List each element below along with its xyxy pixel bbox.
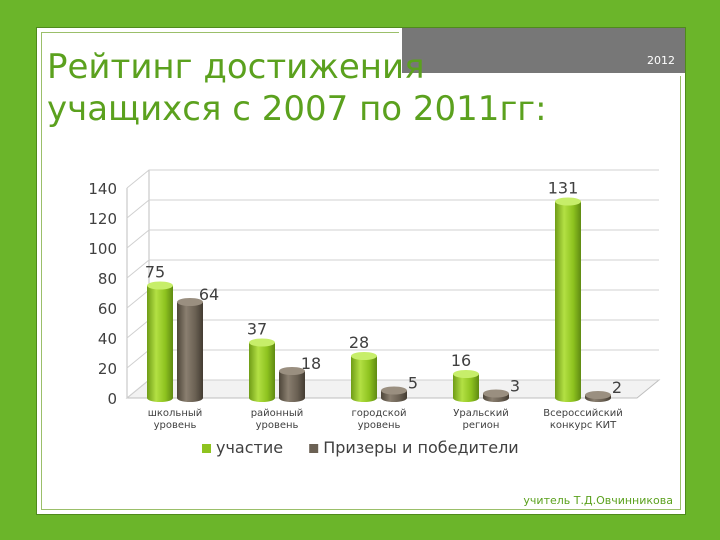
x-tick-label: Всероссийский конкурс КИТ xyxy=(543,408,623,431)
chart-legend: участие Призеры и победители xyxy=(202,438,519,457)
bar-base xyxy=(147,394,173,402)
bar-group xyxy=(177,298,203,402)
slide: 2012 Рейтинг достижения учащихся с 2007 … xyxy=(36,27,686,515)
x-tick-label-line: городской xyxy=(352,408,407,419)
y-tick-label: 100 xyxy=(88,240,117,258)
year-tab: 2012 xyxy=(399,28,685,76)
y-tick-label: 40 xyxy=(98,330,117,348)
bar-top xyxy=(147,281,173,290)
data-label: 18 xyxy=(301,354,321,373)
bar-base xyxy=(555,394,581,402)
data-label: 131 xyxy=(548,179,579,198)
bar-group xyxy=(555,197,581,402)
bar-group xyxy=(381,386,407,402)
gridline xyxy=(126,169,659,189)
x-tick-label-line: уровень xyxy=(154,420,197,431)
y-axis-ticks: 0 20 40 60 80 100 120 140 xyxy=(88,180,117,408)
bar-group xyxy=(249,338,275,402)
gridline xyxy=(126,199,659,219)
bar-top xyxy=(453,370,479,378)
data-label: 64 xyxy=(199,285,219,304)
bar xyxy=(555,201,581,398)
bar-top xyxy=(585,391,611,399)
data-label: 2 xyxy=(612,378,622,397)
bar-base xyxy=(381,394,407,402)
year-label: 2012 xyxy=(647,54,675,67)
gridline xyxy=(126,259,659,279)
x-tick-label: Уральский регион xyxy=(453,408,508,431)
title-line-2: учащихся с 2007 по 2011гг: xyxy=(47,89,547,129)
data-label: 75 xyxy=(145,263,165,282)
x-tick-label: районный уровень xyxy=(251,408,304,431)
y-tick-label: 0 xyxy=(107,390,117,408)
bar-top xyxy=(177,298,203,306)
bar-top xyxy=(381,386,407,395)
bar-top xyxy=(351,352,377,360)
y-tick-label: 140 xyxy=(88,180,117,198)
bar xyxy=(279,371,305,398)
bar-base xyxy=(249,394,275,402)
x-tick-label-line: регион xyxy=(463,420,500,431)
data-label: 3 xyxy=(510,377,520,396)
bar-group xyxy=(147,281,173,402)
bar xyxy=(249,342,275,398)
bar-group xyxy=(279,367,305,402)
x-tick-label-line: Уральский xyxy=(453,408,508,419)
bar-chart: 0 20 40 60 80 100 120 140 75 64 37 18 28 5 16 3 131 2 шк… xyxy=(88,169,661,457)
legend-label: Призеры и победители xyxy=(323,438,519,457)
bar-top xyxy=(555,197,581,206)
bar-top xyxy=(483,389,509,398)
x-tick-label-line: районный xyxy=(251,408,304,419)
legend-swatch xyxy=(202,444,211,453)
data-label: 16 xyxy=(451,351,471,370)
bar-base xyxy=(453,394,479,402)
x-tick-label-line: уровень xyxy=(358,420,401,431)
author-footer: учитель Т.Д.Овчинникова xyxy=(523,494,673,507)
data-label: 28 xyxy=(349,333,369,352)
bar-group xyxy=(351,352,377,402)
bar-base xyxy=(351,394,377,402)
bar-top xyxy=(279,367,305,375)
legend-label: участие xyxy=(216,438,283,457)
bar xyxy=(147,285,173,398)
y-tick-label: 120 xyxy=(88,210,117,228)
chart-bars: 75 64 37 18 28 5 16 3 131 2 xyxy=(145,179,622,402)
x-tick-label-line: школьный xyxy=(148,408,203,419)
bar xyxy=(177,302,203,398)
bar-top xyxy=(249,338,275,347)
y-tick-label: 60 xyxy=(98,300,117,318)
x-tick-label: школьный уровень xyxy=(148,408,203,431)
title-line-1: Рейтинг достижения xyxy=(47,47,425,87)
data-label: 5 xyxy=(408,374,418,393)
y-tick-label: 20 xyxy=(98,360,117,378)
bar-base xyxy=(279,394,305,402)
x-tick-label-line: уровень xyxy=(256,420,299,431)
bar-base xyxy=(177,394,203,402)
legend-swatch xyxy=(309,444,319,453)
x-tick-label: городской уровень xyxy=(352,408,407,431)
x-tick-label-line: Всероссийский xyxy=(543,408,623,419)
y-tick-label: 80 xyxy=(98,270,117,288)
bar-group xyxy=(585,391,611,402)
gridline xyxy=(126,229,659,249)
x-tick-label-line: конкурс КИТ xyxy=(550,420,617,431)
bar xyxy=(351,356,377,398)
bar-group xyxy=(483,389,509,402)
data-label: 37 xyxy=(247,320,267,339)
slide-title: Рейтинг достижения учащихся с 2007 по 20… xyxy=(47,46,647,130)
bar-group xyxy=(453,370,479,402)
